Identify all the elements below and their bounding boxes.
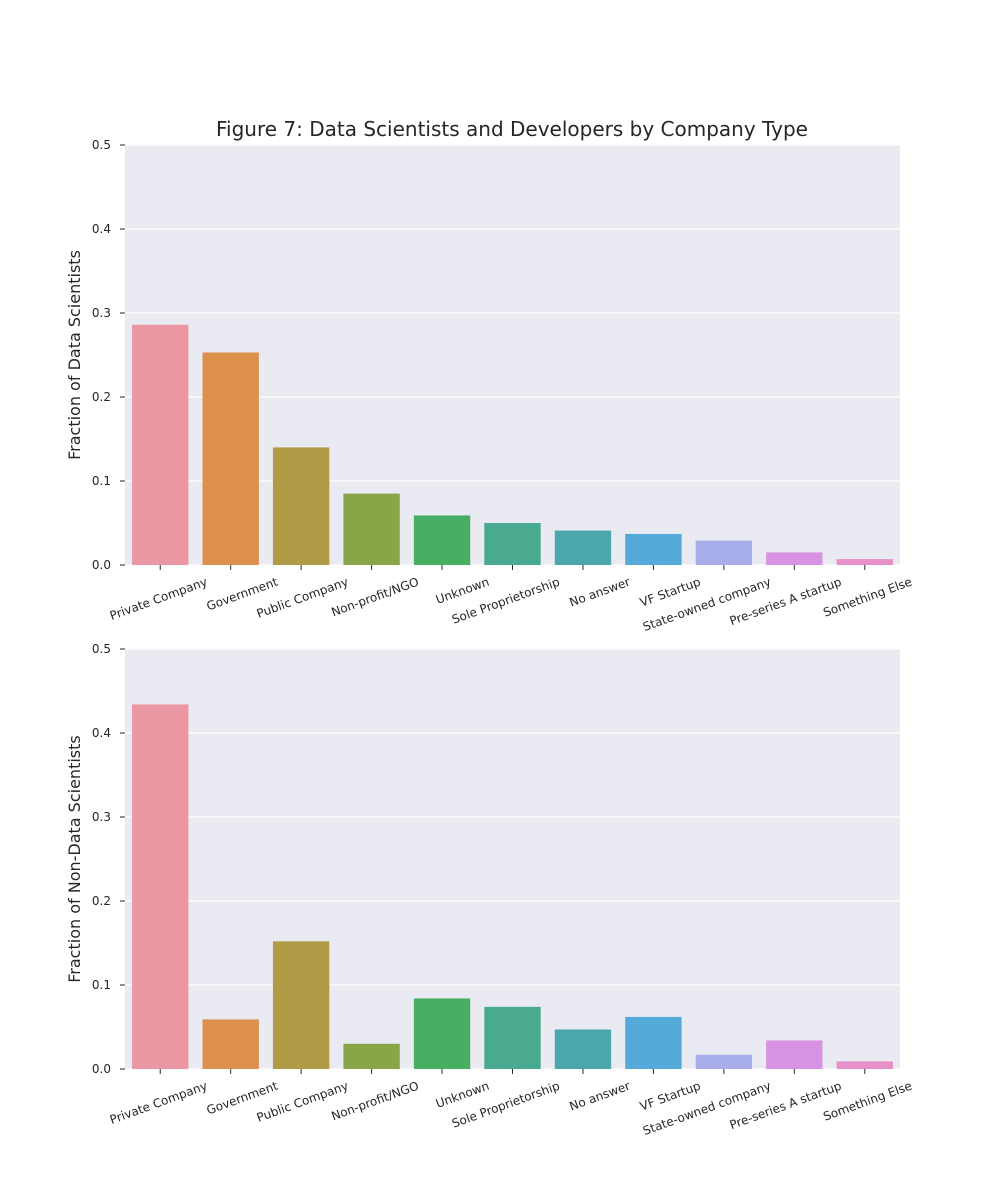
x-tick-label: State-owned company bbox=[641, 1079, 773, 1138]
bar-7 bbox=[554, 1029, 612, 1069]
bar-1 bbox=[132, 324, 189, 565]
figure-title: Figure 7: Data Scientists and Developers… bbox=[216, 117, 808, 141]
y-tick-label: 0.1 bbox=[92, 978, 111, 992]
bar-8 bbox=[625, 1016, 682, 1069]
bar-10 bbox=[766, 552, 823, 565]
y-tick-label: 0.5 bbox=[92, 642, 111, 656]
bar-6 bbox=[484, 1006, 541, 1069]
x-tick-label: No answer bbox=[568, 575, 632, 610]
y-tick-label: 0.2 bbox=[92, 894, 111, 908]
y-tick-label: 0.3 bbox=[92, 810, 111, 824]
bar-11 bbox=[836, 559, 893, 565]
bar-5 bbox=[413, 998, 471, 1069]
bar-11 bbox=[836, 1061, 893, 1069]
bar-2 bbox=[202, 352, 259, 565]
bar-8 bbox=[625, 533, 682, 565]
x-tick-label: No answer bbox=[568, 1079, 632, 1114]
bar-2 bbox=[202, 1019, 259, 1069]
y-tick-label: 0.1 bbox=[92, 474, 111, 488]
y-axis-label: Fraction of Data Scientists bbox=[65, 250, 84, 460]
y-tick-label: 0.0 bbox=[92, 1062, 111, 1076]
y-axis-label: Fraction of Non-Data Scientists bbox=[65, 735, 84, 982]
bar-6 bbox=[484, 523, 541, 565]
bar-4 bbox=[343, 1043, 400, 1069]
bar-7 bbox=[554, 530, 612, 565]
x-tick-label: Private Company bbox=[108, 1079, 209, 1127]
bar-10 bbox=[766, 1040, 823, 1069]
bar-4 bbox=[343, 493, 400, 565]
bar-9 bbox=[695, 1054, 753, 1069]
chart-panel-1: 0.0 0.1 0.2 0.3 0.4 0.5 Fraction of Data Scien… bbox=[65, 138, 914, 634]
y-tick-label: 0.0 bbox=[92, 558, 111, 572]
chart-panel-2: 0.0 0.1 0.2 0.3 0.4 0.5 Fraction of Non-Data S… bbox=[65, 642, 914, 1138]
y-tick-label: 0.2 bbox=[92, 390, 111, 404]
y-tick-label: 0.4 bbox=[92, 726, 111, 740]
y-tick-label: 0.5 bbox=[92, 138, 111, 152]
bar-3 bbox=[272, 941, 330, 1069]
bar-5 bbox=[413, 515, 471, 565]
y-tick-label: 0.4 bbox=[92, 222, 111, 236]
y-tick-label: 0.3 bbox=[92, 306, 111, 320]
x-tick-label: State-owned company bbox=[641, 575, 773, 634]
plot-area bbox=[125, 649, 900, 1069]
bar-3 bbox=[272, 447, 330, 565]
x-tick-label: Private Company bbox=[108, 575, 209, 623]
bar-1 bbox=[132, 704, 189, 1069]
bar-9 bbox=[695, 540, 753, 565]
